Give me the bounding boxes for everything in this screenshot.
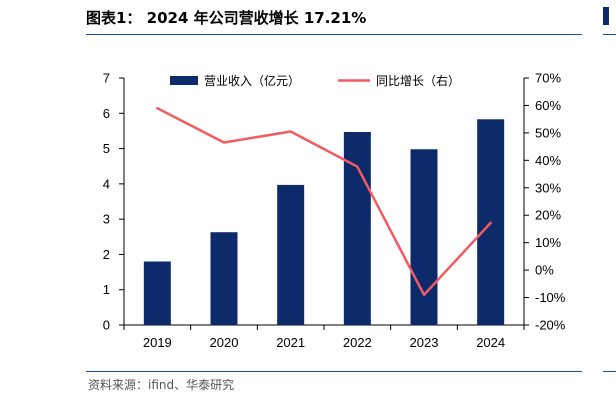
- left-tick-label: 2: [103, 247, 110, 262]
- right-tick-label: -20%: [535, 318, 566, 333]
- source-note: 资料来源：ifind、华泰研究: [88, 378, 235, 392]
- legend-bar-swatch: [170, 76, 198, 85]
- right-tick-label: 20%: [535, 208, 561, 223]
- adjacent-page-divider-bottom: [603, 371, 616, 372]
- x-tick-label: 2020: [210, 335, 239, 350]
- bar: [410, 149, 438, 325]
- right-tick-label: 0%: [535, 263, 554, 278]
- left-tick-label: 7: [103, 71, 110, 86]
- right-tick-label: 40%: [535, 153, 561, 168]
- right-tick-label: -10%: [535, 290, 566, 305]
- left-tick-label: 4: [103, 176, 110, 191]
- left-tick-label: 1: [103, 282, 110, 297]
- bar-series: [143, 119, 505, 325]
- adjacent-page-edge: [603, 7, 609, 25]
- right-tick-label: 70%: [535, 71, 561, 86]
- legend: 营业收入（亿元） 同比增长（右）: [170, 73, 460, 88]
- axes: 0 1 2 3 4 5 6 7 -20% -10% 0% 10% 20% 30% 40% 50% 60% 70% 2…: [103, 71, 566, 351]
- left-tick-label: 6: [103, 106, 110, 121]
- right-tick-label: 10%: [535, 235, 561, 250]
- chart-title: 图表1： 2024 年公司营收增长 17.21%: [86, 9, 367, 27]
- x-tick-label: 2019: [143, 335, 172, 350]
- x-tick-label: 2023: [410, 335, 439, 350]
- bar: [343, 131, 371, 325]
- left-tick-label: 0: [103, 318, 110, 333]
- bar: [277, 184, 305, 325]
- adjacent-page-divider: [603, 34, 616, 35]
- x-tick-label: 2021: [276, 335, 305, 350]
- line-series: [156, 106, 492, 297]
- legend-line-label: 同比增长（右）: [376, 73, 460, 88]
- right-tick-label: 30%: [535, 180, 561, 195]
- left-tick-label: 3: [103, 212, 110, 227]
- source-divider: [86, 371, 582, 372]
- bar: [143, 261, 171, 325]
- x-tick-label: 2024: [476, 335, 505, 350]
- title-divider: [86, 34, 582, 35]
- legend-bar-label: 营业收入（亿元）: [204, 73, 300, 88]
- bar: [210, 232, 238, 325]
- right-tick-label: 50%: [535, 125, 561, 140]
- right-tick-label: 60%: [535, 98, 561, 113]
- left-tick-label: 5: [103, 141, 110, 156]
- growth-line: [156, 106, 492, 297]
- x-tick-label: 2022: [343, 335, 372, 350]
